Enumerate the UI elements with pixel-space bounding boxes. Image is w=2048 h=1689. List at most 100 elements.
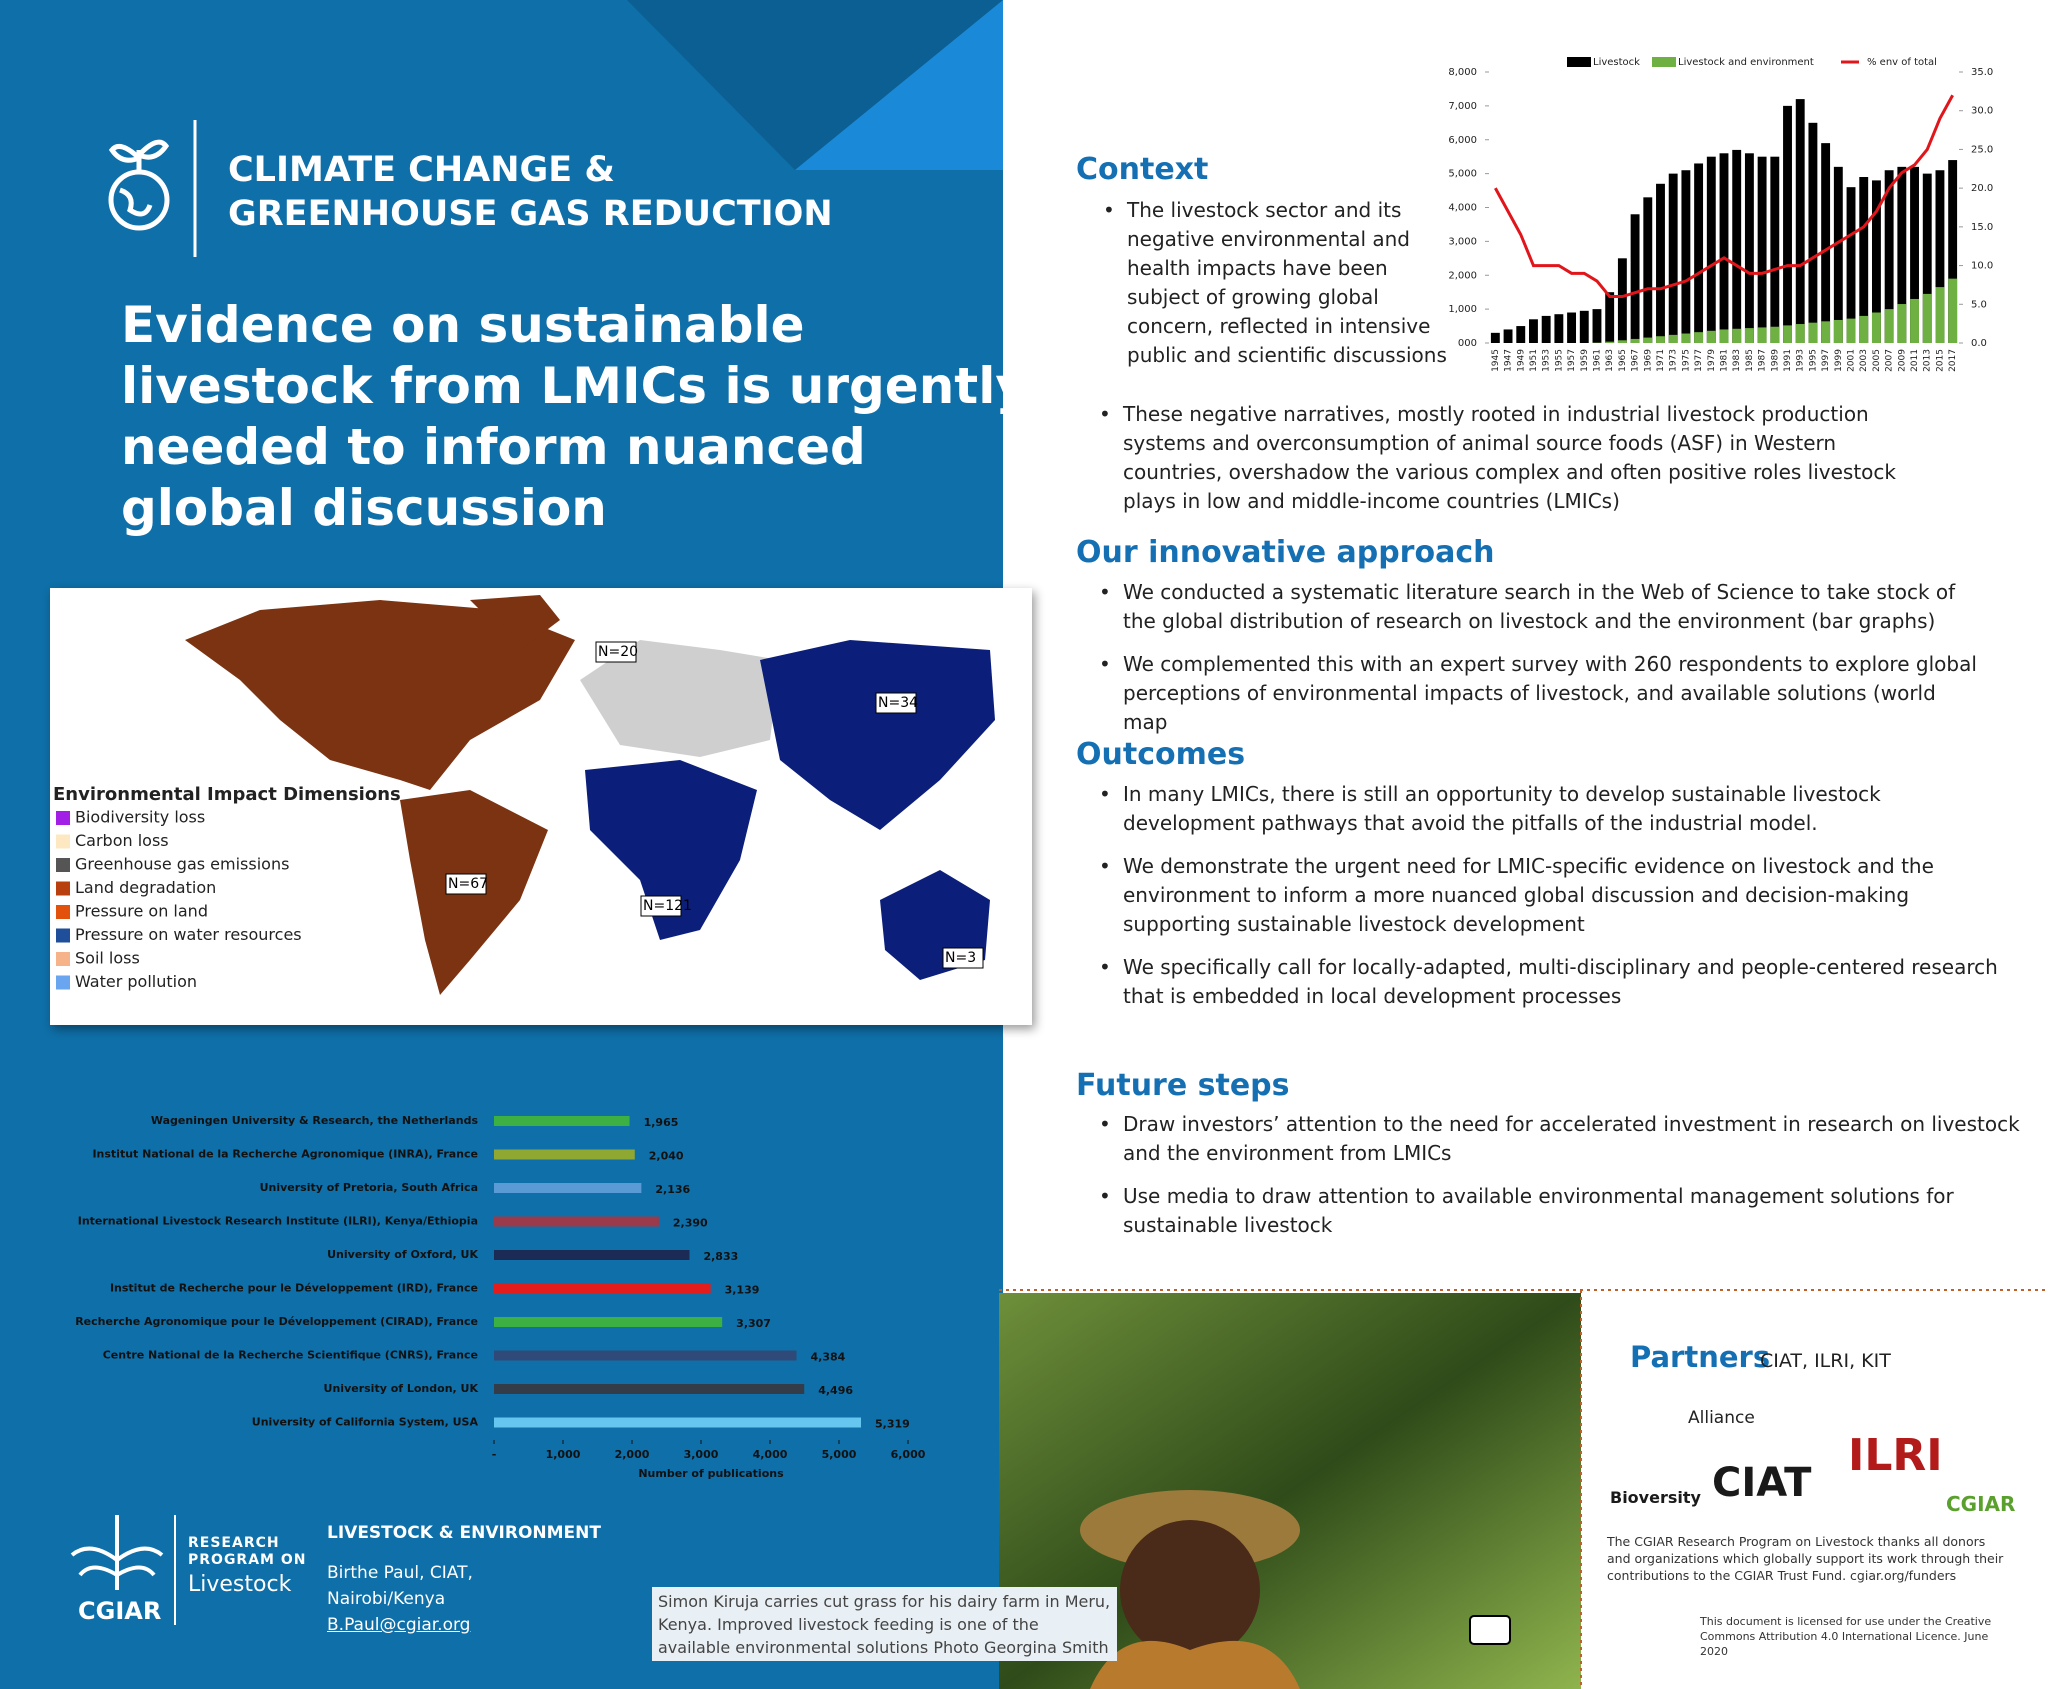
x-tick-label: 1987 [1758,349,1768,372]
bar [494,1183,642,1193]
x-tick-label: 1945 [1491,349,1501,372]
x-tick-label: 1947 [1504,349,1514,372]
bar [1617,258,1627,343]
x-tick-label: 2017 [1948,349,1958,372]
category-label: International Livestock Research Institu… [78,1215,478,1228]
value-label: 2,040 [649,1150,684,1163]
y-tick-label: 6,000 [1448,135,1477,146]
x-tick-label: 1967 [1631,349,1641,372]
bar [494,1250,690,1260]
legend-label: Water pollution [75,972,197,991]
bar [1935,170,1945,343]
partner-logo: ILRI [1848,1430,1943,1481]
value-label: 5,319 [875,1418,910,1431]
bar [1605,341,1615,343]
bar [1719,153,1729,343]
category-label: Institut National de la Recherche Agrono… [92,1148,478,1161]
bullet-list: We conducted a systematic literature sea… [1097,578,1983,751]
program-label: RESEARCH [188,1535,280,1551]
bar [1783,105,1792,343]
bullet: Draw investors’ attention to the need fo… [1099,1110,2033,1168]
x-tick-label: 2007 [1885,349,1895,372]
y2-tick-label: 5.0 [1971,299,1987,310]
x-tick-label: 1963 [1605,349,1615,372]
x-tick-label: 1955 [1554,349,1564,372]
category-label: University of London, UK [324,1382,479,1395]
bullet: The livestock sector and its negative en… [1103,196,1457,370]
bar [1732,328,1742,343]
value-label: 2,833 [703,1250,738,1263]
y-tick-label: 5,000 [1448,169,1477,180]
bar [1744,328,1754,343]
bar [1605,292,1615,343]
x-tick-label: 2001 [1847,349,1857,372]
y-tick-label: 7,000 [1448,101,1477,112]
bar [1846,318,1856,343]
bar [1922,293,1932,343]
value-label: 2,136 [655,1183,690,1196]
x-tick-label: 1965 [1618,349,1628,372]
legend-label: Pressure on water resources [75,925,302,944]
bullet: We demonstrate the urgent need for LMIC-… [1099,852,2003,939]
bar [1884,170,1894,343]
legend-label: Livestock [1593,57,1640,68]
sample-size: N=121 [643,898,692,914]
x-tick-label: 1979 [1707,349,1717,372]
program-title: CLIMATE CHANGE & [228,150,615,190]
globe-icon [108,139,170,231]
bar [1770,326,1780,343]
legend-label: Pressure on land [75,902,208,921]
bar [1656,183,1665,343]
program-name: Livestock [188,1572,292,1597]
bar [1922,173,1932,343]
bar [1744,153,1754,343]
section-heading: Future steps [1076,1068,1290,1103]
x-tick-label: 1949 [1516,349,1526,372]
x-tick-label: 1977 [1694,349,1704,372]
value-label: 2,390 [673,1217,708,1230]
bar [1808,322,1818,343]
bar [1948,278,1958,343]
section-heading: Our innovative approach [1076,535,1495,570]
line-series [1494,94,1954,299]
bar [1630,338,1640,343]
bar [1821,321,1831,343]
legend-swatch [56,905,70,919]
license-note: This document is licensed for use under … [1700,1615,1992,1658]
x-tick-label: 1989 [1770,349,1780,372]
y2-tick-label: 0.0 [1971,338,1987,349]
category-label: University of Oxford, UK [327,1248,478,1261]
place: Nairobi/Kenya [327,1589,446,1609]
x-tick-label: 2011 [1910,349,1920,372]
legend-swatch [56,858,70,872]
bar [1757,156,1767,343]
bar [1795,99,1805,343]
headline: needed to inform nuanced [121,418,866,476]
bar [494,1417,862,1428]
cgiar-wordmark: CGIAR [78,1597,162,1625]
x-tick-label: 1973 [1669,349,1679,372]
program-label: PROGRAM ON [188,1552,307,1568]
y2-tick-label: 30.0 [1971,106,1993,117]
bar [494,1216,659,1227]
x-tick-label: 1961 [1592,349,1602,372]
bar [1897,166,1907,343]
caption-box [652,1587,1117,1661]
x-tick-label: 1981 [1720,349,1730,372]
legend-swatch [56,928,70,943]
bar [1833,319,1843,343]
bar [1630,214,1640,343]
x-tick-label: 1957 [1567,349,1577,372]
bullet-list: Draw investors’ attention to the need fo… [1097,1110,2033,1254]
cgiar-logo [70,1515,164,1590]
value-label: 4,496 [818,1384,853,1397]
bar [1783,325,1792,343]
email: B.Paul@cgiar.org [327,1615,471,1635]
bar [1859,315,1869,343]
bar [1821,143,1831,343]
bar [1694,332,1704,343]
bar [1808,122,1818,343]
bar [1770,156,1780,343]
legend-swatch [56,952,70,966]
